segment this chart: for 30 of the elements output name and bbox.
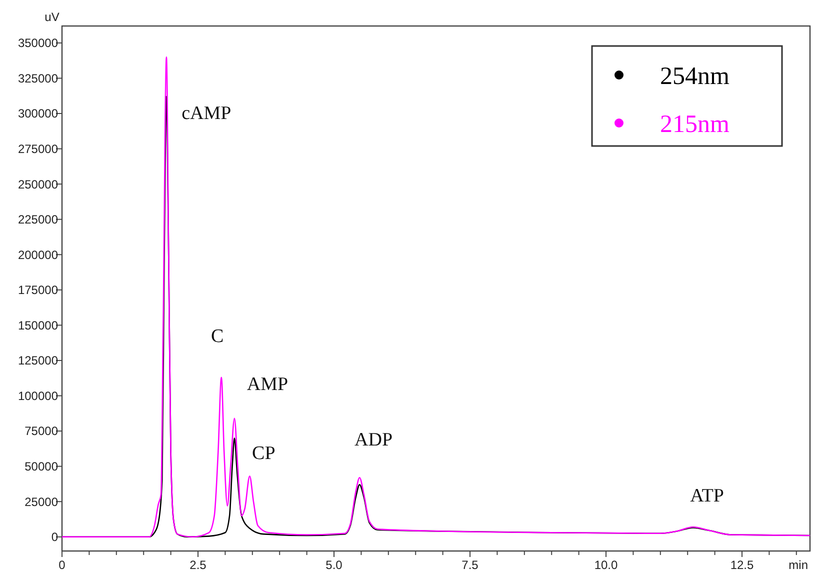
y-tick-label: 100000 — [18, 388, 58, 403]
legend-label: 215nm — [660, 110, 730, 138]
x-tick-label: 10.0 — [594, 558, 618, 572]
annotation: CP — [252, 442, 276, 464]
y-tick-label: 200000 — [18, 248, 58, 262]
y-axis-title: uV — [44, 10, 60, 24]
x-tick-label: 5.0 — [326, 558, 343, 572]
y-tick-label: 225000 — [18, 212, 58, 227]
x-tick-label: 12.5 — [730, 558, 754, 572]
y-tick-label: 325000 — [18, 71, 58, 86]
y-tick-label: 275000 — [18, 142, 58, 156]
y-tick-label: 175000 — [18, 283, 58, 298]
y-tick-label: 250000 — [18, 177, 58, 192]
y-tick-label: 0 — [51, 530, 58, 544]
y-tick-label: 150000 — [18, 318, 58, 332]
y-tick-label: 300000 — [18, 106, 58, 121]
annotation: ADP — [354, 429, 393, 450]
annotation: ATP — [690, 486, 724, 507]
y-tick-label: 350000 — [18, 36, 58, 50]
annotation: C — [211, 326, 224, 348]
annotation: AMP — [246, 374, 288, 395]
x-tick-label: 2.5 — [190, 558, 207, 572]
legend-label: 254nm — [660, 62, 730, 90]
y-tick-label: 125000 — [18, 354, 58, 368]
x-axis-title: min — [788, 558, 808, 572]
y-tick-label: 75000 — [24, 424, 58, 438]
y-tick-label: 25000 — [24, 494, 58, 509]
y-tick-label: 50000 — [24, 460, 58, 474]
x-tick-label: 7.5 — [462, 558, 479, 572]
annotation: cAMP — [182, 103, 232, 124]
